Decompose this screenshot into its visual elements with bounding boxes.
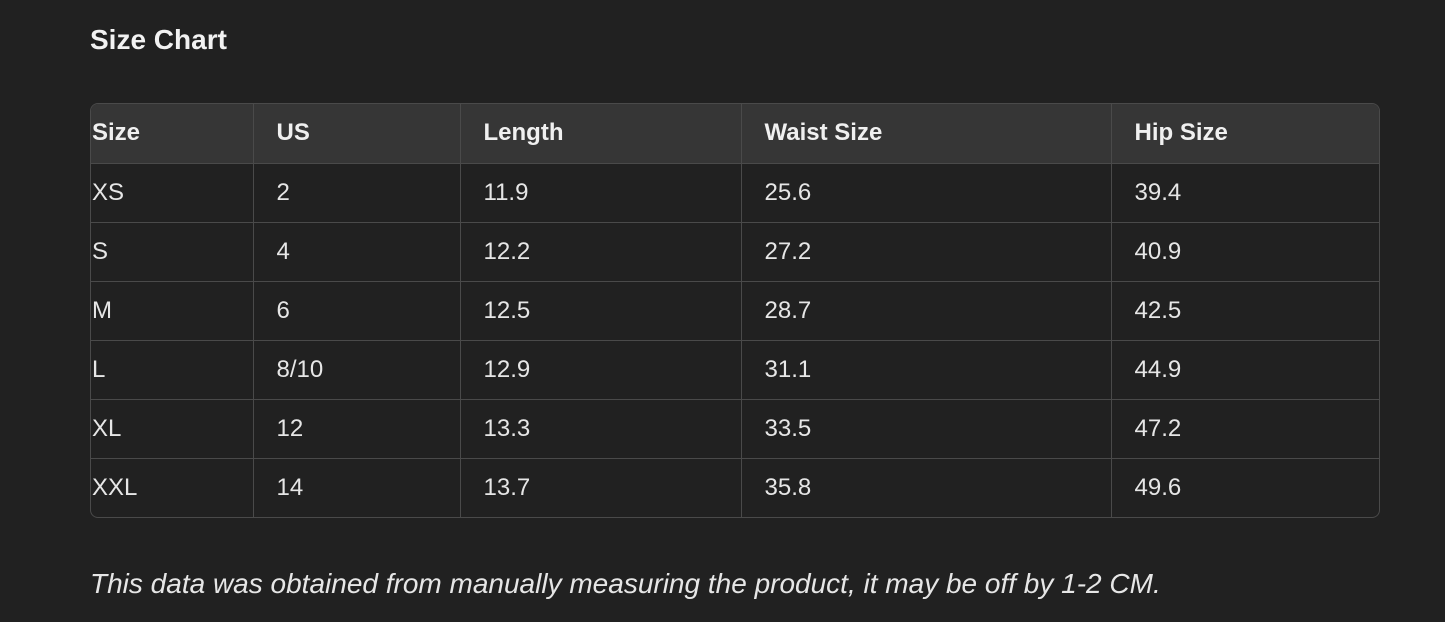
size-chart-table: Size US Length Waist Size Hip Size XS 2 11.9 25… xyxy=(90,103,1380,518)
table-cell: S xyxy=(91,222,254,282)
table-cell: 42.5 xyxy=(1111,281,1379,341)
table-cell: 12.5 xyxy=(460,281,742,341)
column-header: Length xyxy=(460,104,742,164)
table-cell: 47.2 xyxy=(1111,399,1379,459)
table-cell: 11.9 xyxy=(460,163,742,223)
column-header: Waist Size xyxy=(741,104,1112,164)
table-cell: 8/10 xyxy=(253,340,461,400)
table-cell: 27.2 xyxy=(741,222,1112,282)
table-row: L 8/10 12.9 31.1 44.9 xyxy=(91,340,1379,400)
column-header: Size xyxy=(91,104,254,164)
table-row: XXL 14 13.7 35.8 49.6 xyxy=(91,458,1379,517)
table-cell: 39.4 xyxy=(1111,163,1379,223)
table-cell: 25.6 xyxy=(741,163,1112,223)
table-cell: L xyxy=(91,340,254,400)
measurement-note: This data was obtained from manually mea… xyxy=(90,568,1161,599)
table-row: S 4 12.2 27.2 40.9 xyxy=(91,222,1379,282)
table-cell: 33.5 xyxy=(741,399,1112,459)
table-cell: XS xyxy=(91,163,254,223)
table-row: XL 12 13.3 33.5 47.2 xyxy=(91,399,1379,459)
table-cell: 35.8 xyxy=(741,458,1112,517)
column-header: Hip Size xyxy=(1111,104,1379,164)
table-cell: 4 xyxy=(253,222,461,282)
table-cell: M xyxy=(91,281,254,341)
table-cell: 31.1 xyxy=(741,340,1112,400)
table-cell: XXL xyxy=(91,458,254,517)
table-cell: 40.9 xyxy=(1111,222,1379,282)
table-cell: 13.3 xyxy=(460,399,742,459)
table-header-row: Size US Length Waist Size Hip Size xyxy=(91,104,1379,164)
table-cell: 2 xyxy=(253,163,461,223)
table-cell: 12.9 xyxy=(460,340,742,400)
column-header: US xyxy=(253,104,461,164)
table-cell: 12.2 xyxy=(460,222,742,282)
table-cell: 14 xyxy=(253,458,461,517)
table-cell: 6 xyxy=(253,281,461,341)
table-cell: 49.6 xyxy=(1134,473,1182,501)
table-cell: 12 xyxy=(253,399,461,459)
table-cell: XL xyxy=(91,399,254,459)
table-cell: 44.9 xyxy=(1111,340,1379,400)
page-title: Size Chart xyxy=(90,24,227,55)
table-row: XS 2 11.9 25.6 39.4 xyxy=(91,163,1379,223)
table-cell: 28.7 xyxy=(741,281,1112,341)
table-cell: 13.7 xyxy=(460,458,742,517)
table-row: M 6 12.5 28.7 42.5 xyxy=(91,281,1379,341)
